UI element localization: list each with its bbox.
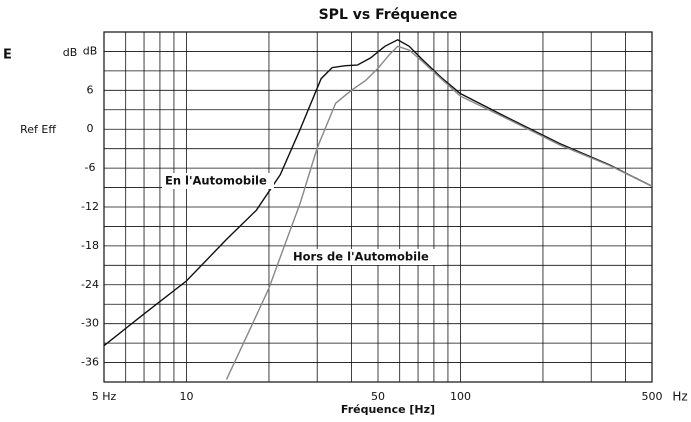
side-label: Ref Eff	[20, 123, 56, 136]
x-tick-label: 100	[450, 390, 471, 403]
chart-title: SPL vs Fréquence	[319, 7, 458, 23]
series-label: Hors de l'Automobile	[293, 250, 429, 264]
y-tick-label: -24	[81, 278, 99, 291]
series-line	[225, 45, 653, 380]
y-tick-label: -36	[81, 356, 99, 369]
label-box	[290, 249, 442, 265]
y-tick-label: -6	[85, 161, 96, 174]
x-tick-label: 5 Hz	[92, 390, 117, 403]
y-unit: dB	[63, 46, 78, 59]
x-tick-label: 50	[371, 390, 385, 403]
y-tick-label: 0	[87, 122, 94, 135]
y-tick-label: -30	[81, 317, 99, 330]
x-tick-label: 500	[642, 390, 663, 403]
series-line	[103, 39, 653, 347]
y-tick-label: 6	[87, 83, 94, 96]
series-label: En l'Automobile	[165, 174, 267, 188]
x-tick-label: 10	[179, 390, 193, 403]
y-tick-label: -18	[81, 239, 99, 252]
side-label: E	[3, 48, 12, 63]
y-tick-label: dB	[83, 44, 98, 57]
label-box	[162, 173, 274, 189]
x-unit: Hz	[672, 390, 687, 404]
y-tick-label: -12	[81, 200, 99, 213]
x-axis-label: Fréquence [Hz]	[341, 403, 435, 416]
